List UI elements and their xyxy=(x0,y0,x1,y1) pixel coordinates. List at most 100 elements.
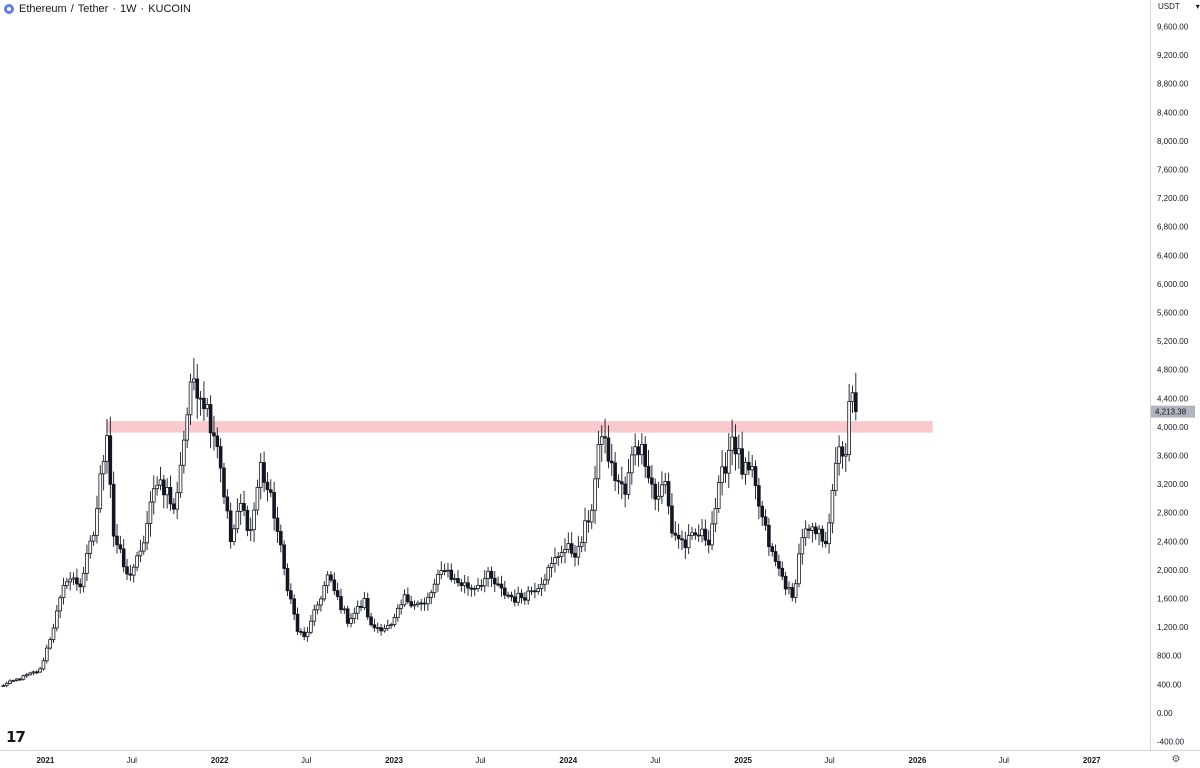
candle-body xyxy=(272,492,276,519)
candle xyxy=(108,416,113,498)
candle-body xyxy=(830,490,835,524)
candle xyxy=(670,493,674,538)
candle-body xyxy=(623,483,627,495)
tradingview-logo-icon[interactable]: 17 xyxy=(6,728,26,746)
candle-body xyxy=(566,543,571,550)
candle xyxy=(586,510,591,533)
candle-body xyxy=(108,435,113,485)
price-tick-label: 8,800.00 xyxy=(1157,80,1189,89)
candle xyxy=(489,566,494,588)
candle-body xyxy=(603,436,607,439)
price-tick-label: 7,600.00 xyxy=(1157,166,1189,175)
candle-body xyxy=(807,528,811,531)
exchange-label[interactable]: KUCOIN xyxy=(148,3,191,15)
candle xyxy=(833,447,838,497)
candle-body xyxy=(48,639,52,649)
candle xyxy=(646,450,651,484)
candle-body xyxy=(653,483,658,500)
candle xyxy=(803,520,808,547)
candle-body xyxy=(710,523,714,546)
candle-body xyxy=(673,532,678,536)
candle xyxy=(800,528,805,565)
candle xyxy=(529,586,534,596)
candle xyxy=(753,460,758,500)
candle xyxy=(365,592,370,621)
price-tick-label: 4,000.00 xyxy=(1157,423,1189,432)
candle-body xyxy=(633,446,637,456)
candle xyxy=(359,600,363,612)
time-axis[interactable]: 2021 Jul 2022 Jul 2023 Jul 2024 Jul 2025 Jul 2026 J… xyxy=(36,756,1101,765)
candle xyxy=(115,523,119,554)
candle-body xyxy=(589,509,594,523)
gear-icon[interactable]: ⚙ xyxy=(1171,754,1181,765)
candle-body xyxy=(309,620,313,633)
candle-body xyxy=(215,435,220,447)
price-axis[interactable]: -400.00 0.00 400.00 800.00 1,200.00 1,600.00 2… xyxy=(1157,23,1189,747)
candle xyxy=(793,579,798,604)
candle xyxy=(817,524,821,546)
time-tick-label: Jul xyxy=(999,756,1009,765)
price-tick-label: 400.00 xyxy=(1157,680,1182,689)
candle-body xyxy=(205,404,210,410)
candle-body xyxy=(292,598,296,615)
candle xyxy=(747,451,751,476)
candle xyxy=(48,636,52,650)
candle xyxy=(720,449,724,496)
candle xyxy=(516,586,520,606)
candle-body xyxy=(105,435,109,462)
candle-body xyxy=(121,548,126,568)
candle xyxy=(34,670,39,675)
candle-body xyxy=(382,628,387,632)
candle xyxy=(265,472,270,502)
candle-body xyxy=(11,680,16,682)
candle xyxy=(295,607,300,636)
candle xyxy=(553,547,557,573)
candle xyxy=(456,570,460,587)
candle xyxy=(262,451,266,493)
candle xyxy=(519,589,524,604)
candle xyxy=(436,569,440,592)
candle xyxy=(502,580,507,600)
candle xyxy=(162,474,166,509)
candle xyxy=(683,531,688,559)
candle xyxy=(28,671,32,676)
currency-selector[interactable]: USDT ▾ xyxy=(1158,2,1200,11)
candle-body xyxy=(476,585,480,589)
quote-name[interactable]: Tether xyxy=(77,3,109,15)
candle xyxy=(757,477,761,520)
candle xyxy=(145,510,149,550)
candle-body xyxy=(151,488,156,503)
candle-body xyxy=(626,472,631,495)
candle xyxy=(462,574,467,594)
candle-body xyxy=(810,526,815,531)
candle xyxy=(820,525,825,548)
candle xyxy=(810,522,815,543)
candle xyxy=(329,571,333,583)
price-tick-label: 6,000.00 xyxy=(1157,280,1189,289)
candle xyxy=(432,578,437,598)
candle-body xyxy=(198,397,203,400)
candle xyxy=(14,677,19,682)
candle-body xyxy=(596,444,601,480)
candle-body xyxy=(630,454,634,474)
candle xyxy=(733,424,738,471)
candle xyxy=(18,677,22,681)
interval-label[interactable]: 1W xyxy=(120,3,137,15)
candle-body xyxy=(416,602,420,605)
candle xyxy=(238,493,243,525)
candle-body xyxy=(61,584,66,599)
candle-body xyxy=(459,582,464,586)
price-tick-label: 2,000.00 xyxy=(1157,566,1189,575)
candle xyxy=(446,562,450,578)
candle-body xyxy=(409,601,413,607)
candle xyxy=(429,589,434,605)
candle xyxy=(706,530,711,554)
candle-body xyxy=(660,484,664,497)
candle xyxy=(606,425,611,469)
symbol-name[interactable]: Ethereum xyxy=(19,3,67,15)
candle xyxy=(660,471,664,505)
candle xyxy=(773,544,778,567)
candle-body xyxy=(693,532,698,536)
